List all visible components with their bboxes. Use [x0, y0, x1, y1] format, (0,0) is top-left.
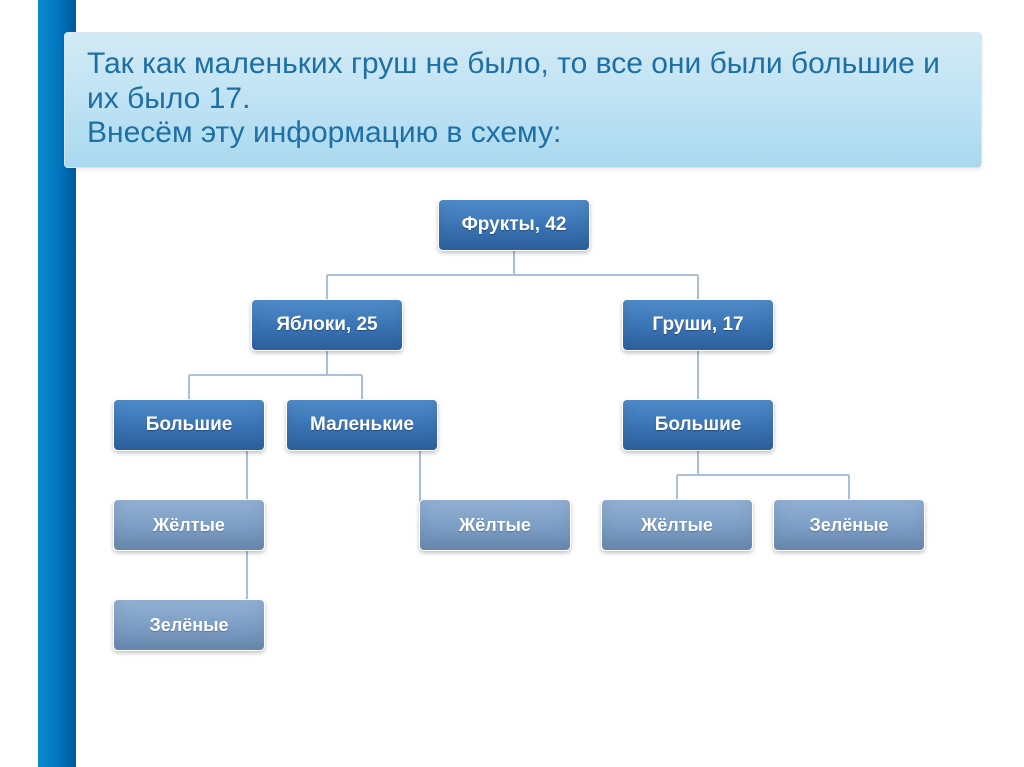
- node-ab_yellow: Жёлтые: [113, 499, 265, 551]
- slide: Так как маленьких груш не было, то все о…: [0, 0, 1024, 767]
- node-root: Фрукты, 42: [438, 199, 590, 251]
- node-pb_green: Зелёные: [773, 499, 925, 551]
- node-pb_yellow: Жёлтые: [601, 499, 753, 551]
- node-as_yellow: Жёлтые: [419, 499, 571, 551]
- node-a_big: Большие: [113, 399, 265, 451]
- node-ab_green: Зелёные: [113, 599, 265, 651]
- node-p_big: Большие: [622, 399, 774, 451]
- node-apples: Яблоки, 25: [251, 299, 403, 351]
- org-chart: Фрукты, 42 Яблоки, 25 Груши, 17 Большие Мале…: [0, 0, 1024, 767]
- node-pears: Груши, 17: [622, 299, 774, 351]
- connectors: [0, 0, 1024, 767]
- node-a_small: Маленькие: [286, 399, 438, 451]
